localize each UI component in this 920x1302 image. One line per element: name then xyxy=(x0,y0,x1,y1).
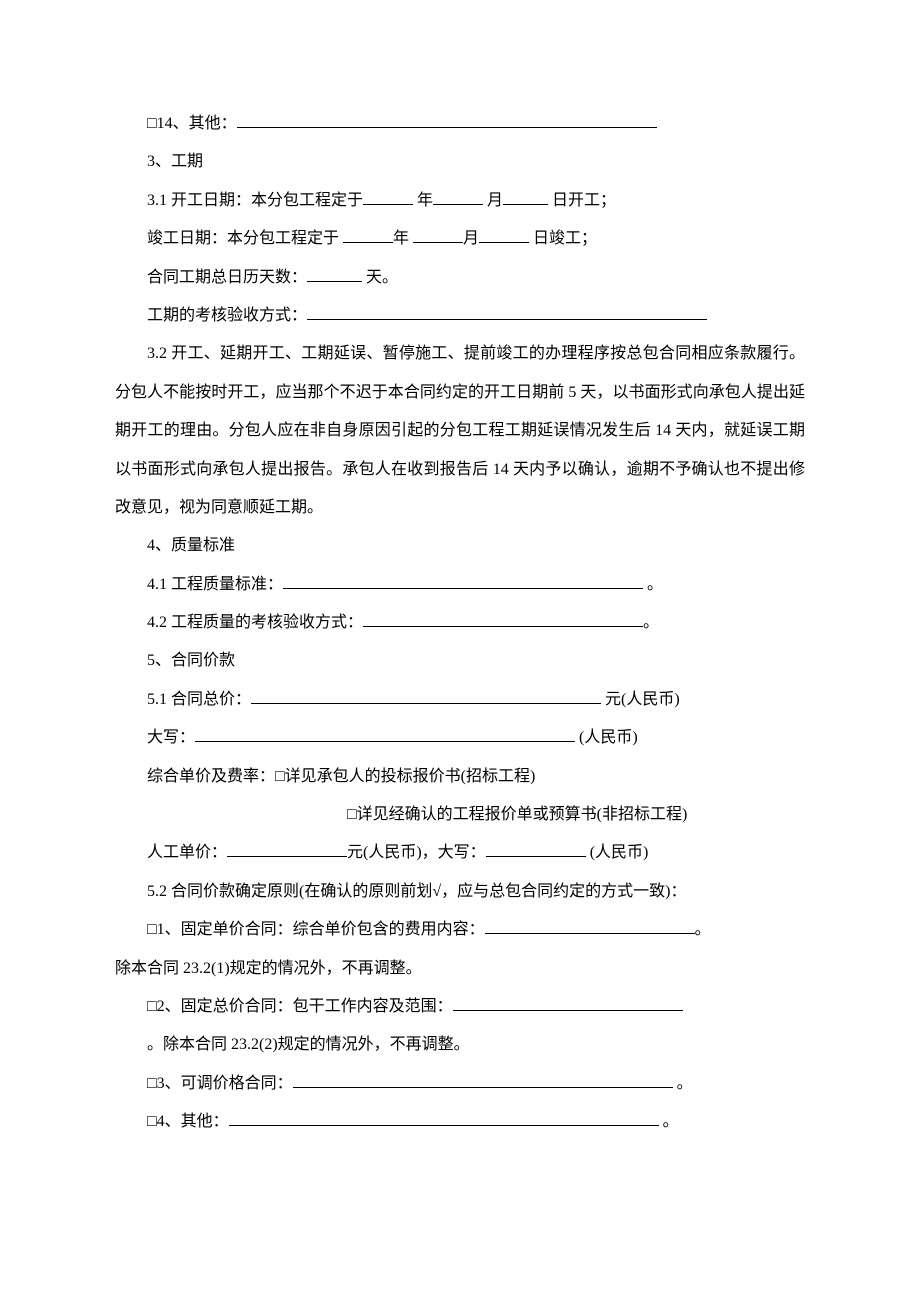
text-51b: 元(人民币) xyxy=(601,691,680,708)
blank-opt4 xyxy=(229,1109,659,1126)
blank-other xyxy=(237,111,657,128)
blank-days xyxy=(307,265,362,282)
line-total-days: 合同工期总日历天数： 天。 xyxy=(115,259,805,297)
text-51i: (人民币) xyxy=(586,844,649,861)
text-51g: 人工单价： xyxy=(147,844,227,861)
blank-year2 xyxy=(343,226,393,243)
text-42end: 。 xyxy=(643,614,659,631)
line-4-2: 4.2 工程质量的考核验收方式： 。 xyxy=(115,604,805,642)
line-5-1-labor: 人工单价： 元(人民币)，大写： (人民币) xyxy=(115,834,805,872)
text-31e: 竣工日期：本分包工程定于 xyxy=(147,230,343,247)
blank-month2 xyxy=(413,226,463,243)
text-31f: 年 xyxy=(393,230,413,247)
blank-quality xyxy=(283,572,643,589)
section-5-title: 5、合同价款 xyxy=(115,642,805,680)
blank-labor1 xyxy=(227,840,347,857)
line-3-1-start: 3.1 开工日期：本分包工程定于 年 月 日开工； xyxy=(115,182,805,220)
option-2-line1: □2、固定总价合同：包干工作内容及范围： xyxy=(115,988,805,1026)
opt4-label: □4、其他： xyxy=(147,1113,229,1130)
line-5-1-total: 5.1 合同总价： 元(人民币) xyxy=(115,681,805,719)
text-42: 4.2 工程质量的考核验收方式： xyxy=(147,614,363,631)
opt1-label: □1、固定单价合同：综合单价包含的费用内容： xyxy=(147,921,485,938)
line-complete-date: 竣工日期：本分包工程定于 年 月 日竣工； xyxy=(115,220,805,258)
opt4-end: 。 xyxy=(659,1113,679,1130)
opt2-label: □2、固定总价合同：包干工作内容及范围： xyxy=(147,998,453,1015)
text-31c: 月 xyxy=(483,192,503,209)
text-31i: 合同工期总日历天数： xyxy=(147,269,307,286)
blank-day2 xyxy=(479,226,529,243)
text-31g: 月 xyxy=(463,230,479,247)
line-assessment: 工期的考核验收方式： xyxy=(115,297,805,335)
opt3-end: 。 xyxy=(673,1075,693,1092)
text-31b: 年 xyxy=(413,192,433,209)
option-4: □4、其他： 。 xyxy=(115,1103,805,1141)
text-31d: 日开工； xyxy=(548,192,616,209)
line-4-1: 4.1 工程质量标准： 。 xyxy=(115,566,805,604)
section-4-title: 4、质量标准 xyxy=(115,527,805,565)
line-5-1-daxie: 大写： (人民币) xyxy=(115,719,805,757)
blank-price xyxy=(251,687,601,704)
blank-quality2 xyxy=(363,610,643,627)
text-51a: 5.1 合同总价： xyxy=(147,691,251,708)
blank-opt2 xyxy=(453,994,683,1011)
blank-labor2 xyxy=(486,840,586,857)
text-31k: 工期的考核验收方式： xyxy=(147,307,307,324)
section-3-title: 3、工期 xyxy=(115,143,805,181)
text-41: 4.1 工程质量标准： xyxy=(147,576,283,593)
blank-day xyxy=(503,188,548,205)
opt1b-text: 除本合同 23.2(1)规定的情况外，不再调整。 xyxy=(115,960,422,977)
option-2-line2: 。除本合同 23.2(2)规定的情况外，不再调整。 xyxy=(115,1026,805,1064)
option-1-line2: 除本合同 23.2(1)规定的情况外，不再调整。 xyxy=(115,950,805,988)
item-14-label: □14、其他： xyxy=(147,115,237,132)
blank-opt1 xyxy=(485,917,695,934)
blank-month xyxy=(433,188,483,205)
option-1-line1: □1、固定单价合同：综合单价包含的费用内容： 。 xyxy=(115,911,805,949)
blank-year xyxy=(363,188,413,205)
text-41end: 。 xyxy=(643,576,663,593)
item-14-other: □14、其他： xyxy=(115,105,805,143)
text-51d: (人民币) xyxy=(575,729,638,746)
line-5-1-rate1: 综合单价及费率：□详见承包人的投标报价书(招标工程) xyxy=(115,758,805,796)
text-31h: 日竣工； xyxy=(529,230,597,247)
opt3-label: □3、可调价格合同： xyxy=(147,1075,293,1092)
paragraph-5-2: 5.2 合同价款确定原则(在确认的原则前划√，应与总包合同约定的方式一致)： xyxy=(115,873,805,911)
text-51h: 元(人民币)，大写： xyxy=(347,844,486,861)
opt1-period: 。 xyxy=(695,921,711,938)
paragraph-3-2: 3.2 开工、延期开工、工期延误、暂停施工、提前竣工的办理程序按总包合同相应条款… xyxy=(115,335,805,527)
blank-opt3 xyxy=(293,1071,673,1088)
blank-daxie xyxy=(195,725,575,742)
text-31a: 3.1 开工日期：本分包工程定于 xyxy=(147,192,363,209)
text-31j: 天。 xyxy=(362,269,398,286)
option-3: □3、可调价格合同： 。 xyxy=(115,1065,805,1103)
line-5-1-rate2: □详见经确认的工程报价单或预算书(非招标工程) xyxy=(115,796,805,834)
blank-assess xyxy=(307,303,707,320)
text-51c: 大写： xyxy=(147,729,195,746)
